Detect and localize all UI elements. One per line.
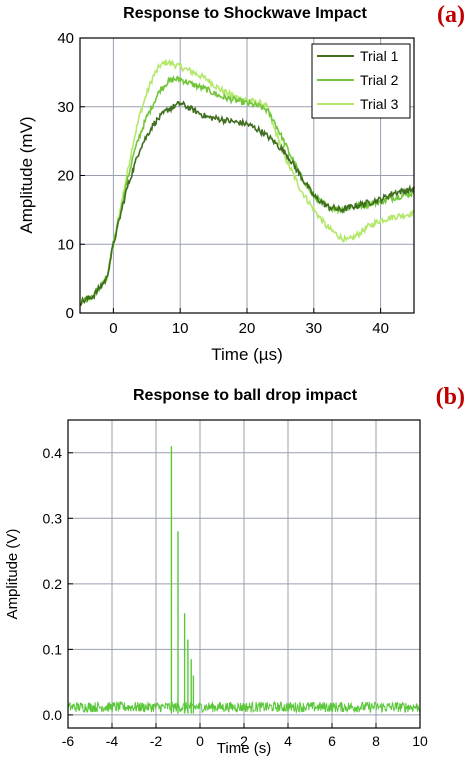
chart-b-y-tick-label: 0.2 xyxy=(43,576,63,592)
chart-a: Response to Shockwave Impact (a) 0 10 20 30… xyxy=(17,2,465,364)
chart-a-legend-label-trial-1: Trial 1 xyxy=(360,48,399,64)
chart-a-series-group xyxy=(79,58,415,307)
chart-b-y-tick-label: 0.0 xyxy=(43,707,63,723)
chart-b-series-line xyxy=(67,700,421,715)
chart-a-y-tick-label: 10 xyxy=(57,236,74,253)
chart-b-series-group xyxy=(67,446,421,715)
chart-a-legend: Trial 1 Trial 2 Trial 3 xyxy=(311,43,411,119)
chart-b-y-ticks: 0.0 0.1 0.2 0.3 0.4 xyxy=(43,445,73,723)
chart-b-x-tick-label: 8 xyxy=(372,733,380,749)
chart-a-y-ticks: 0 10 20 30 40 xyxy=(57,30,85,322)
chart-a-x-tick-label: 10 xyxy=(172,320,189,337)
chart-b-title: Response to ball drop impact xyxy=(133,387,358,404)
chart-a-x-tick-label: 0 xyxy=(109,320,117,337)
chart-b-y-axis-label: Amplitude (V) xyxy=(4,529,21,620)
chart-b-x-axis-label: Time (s) xyxy=(217,740,271,757)
chart-a-panel-label: (a) xyxy=(437,2,465,28)
chart-b-x-tick-label: 4 xyxy=(284,733,292,749)
chart-b-x-tick-label: 0 xyxy=(196,733,204,749)
chart-a-title: Response to Shockwave Impact xyxy=(123,5,367,22)
chart-b-x-tick-label: 6 xyxy=(328,733,336,749)
chart-b-y-tick-label: 0.1 xyxy=(43,641,63,657)
chart-b-x-tick-label: 2 xyxy=(240,733,248,749)
chart-a-x-ticks: 0 10 20 30 40 xyxy=(109,308,389,337)
chart-a-x-tick-label: 40 xyxy=(372,320,389,337)
chart-b-panel-label: (b) xyxy=(436,384,465,410)
chart-b-x-tick-label: -4 xyxy=(106,733,119,749)
chart-a-y-tick-label: 20 xyxy=(57,168,74,185)
chart-a-x-tick-label: 30 xyxy=(305,320,322,337)
chart-a-y-tick-label: 0 xyxy=(66,305,74,322)
chart-a-y-tick-label: 30 xyxy=(57,99,74,116)
chart-a-x-axis-label: Time (µs) xyxy=(211,345,283,364)
chart-a-y-axis-label: Amplitude (mV) xyxy=(17,116,36,233)
chart-b-y-tick-label: 0.4 xyxy=(43,445,63,461)
chart-a-series-line-trial-1 xyxy=(79,100,415,307)
chart-a-y-tick-label: 40 xyxy=(57,30,74,47)
chart-a-legend-label-trial-3: Trial 3 xyxy=(360,96,399,112)
chart-b-x-ticks: -6 -4 -2 0 2 4 6 8 10 xyxy=(62,723,428,749)
chart-a-legend-label-trial-2: Trial 2 xyxy=(360,72,399,88)
chart-b-grid xyxy=(67,420,421,728)
chart-b-x-tick-label: -2 xyxy=(150,733,163,749)
chart-b-x-tick-label: -6 xyxy=(62,733,75,749)
chart-a-series-line-trial-3 xyxy=(79,58,415,306)
chart-b: Response to ball drop impact (b) -6 -4 -2 0… xyxy=(4,384,465,757)
chart-a-x-tick-label: 20 xyxy=(239,320,256,337)
chart-b-y-tick-label: 0.3 xyxy=(43,510,63,526)
chart-b-x-tick-label: 10 xyxy=(412,733,428,749)
